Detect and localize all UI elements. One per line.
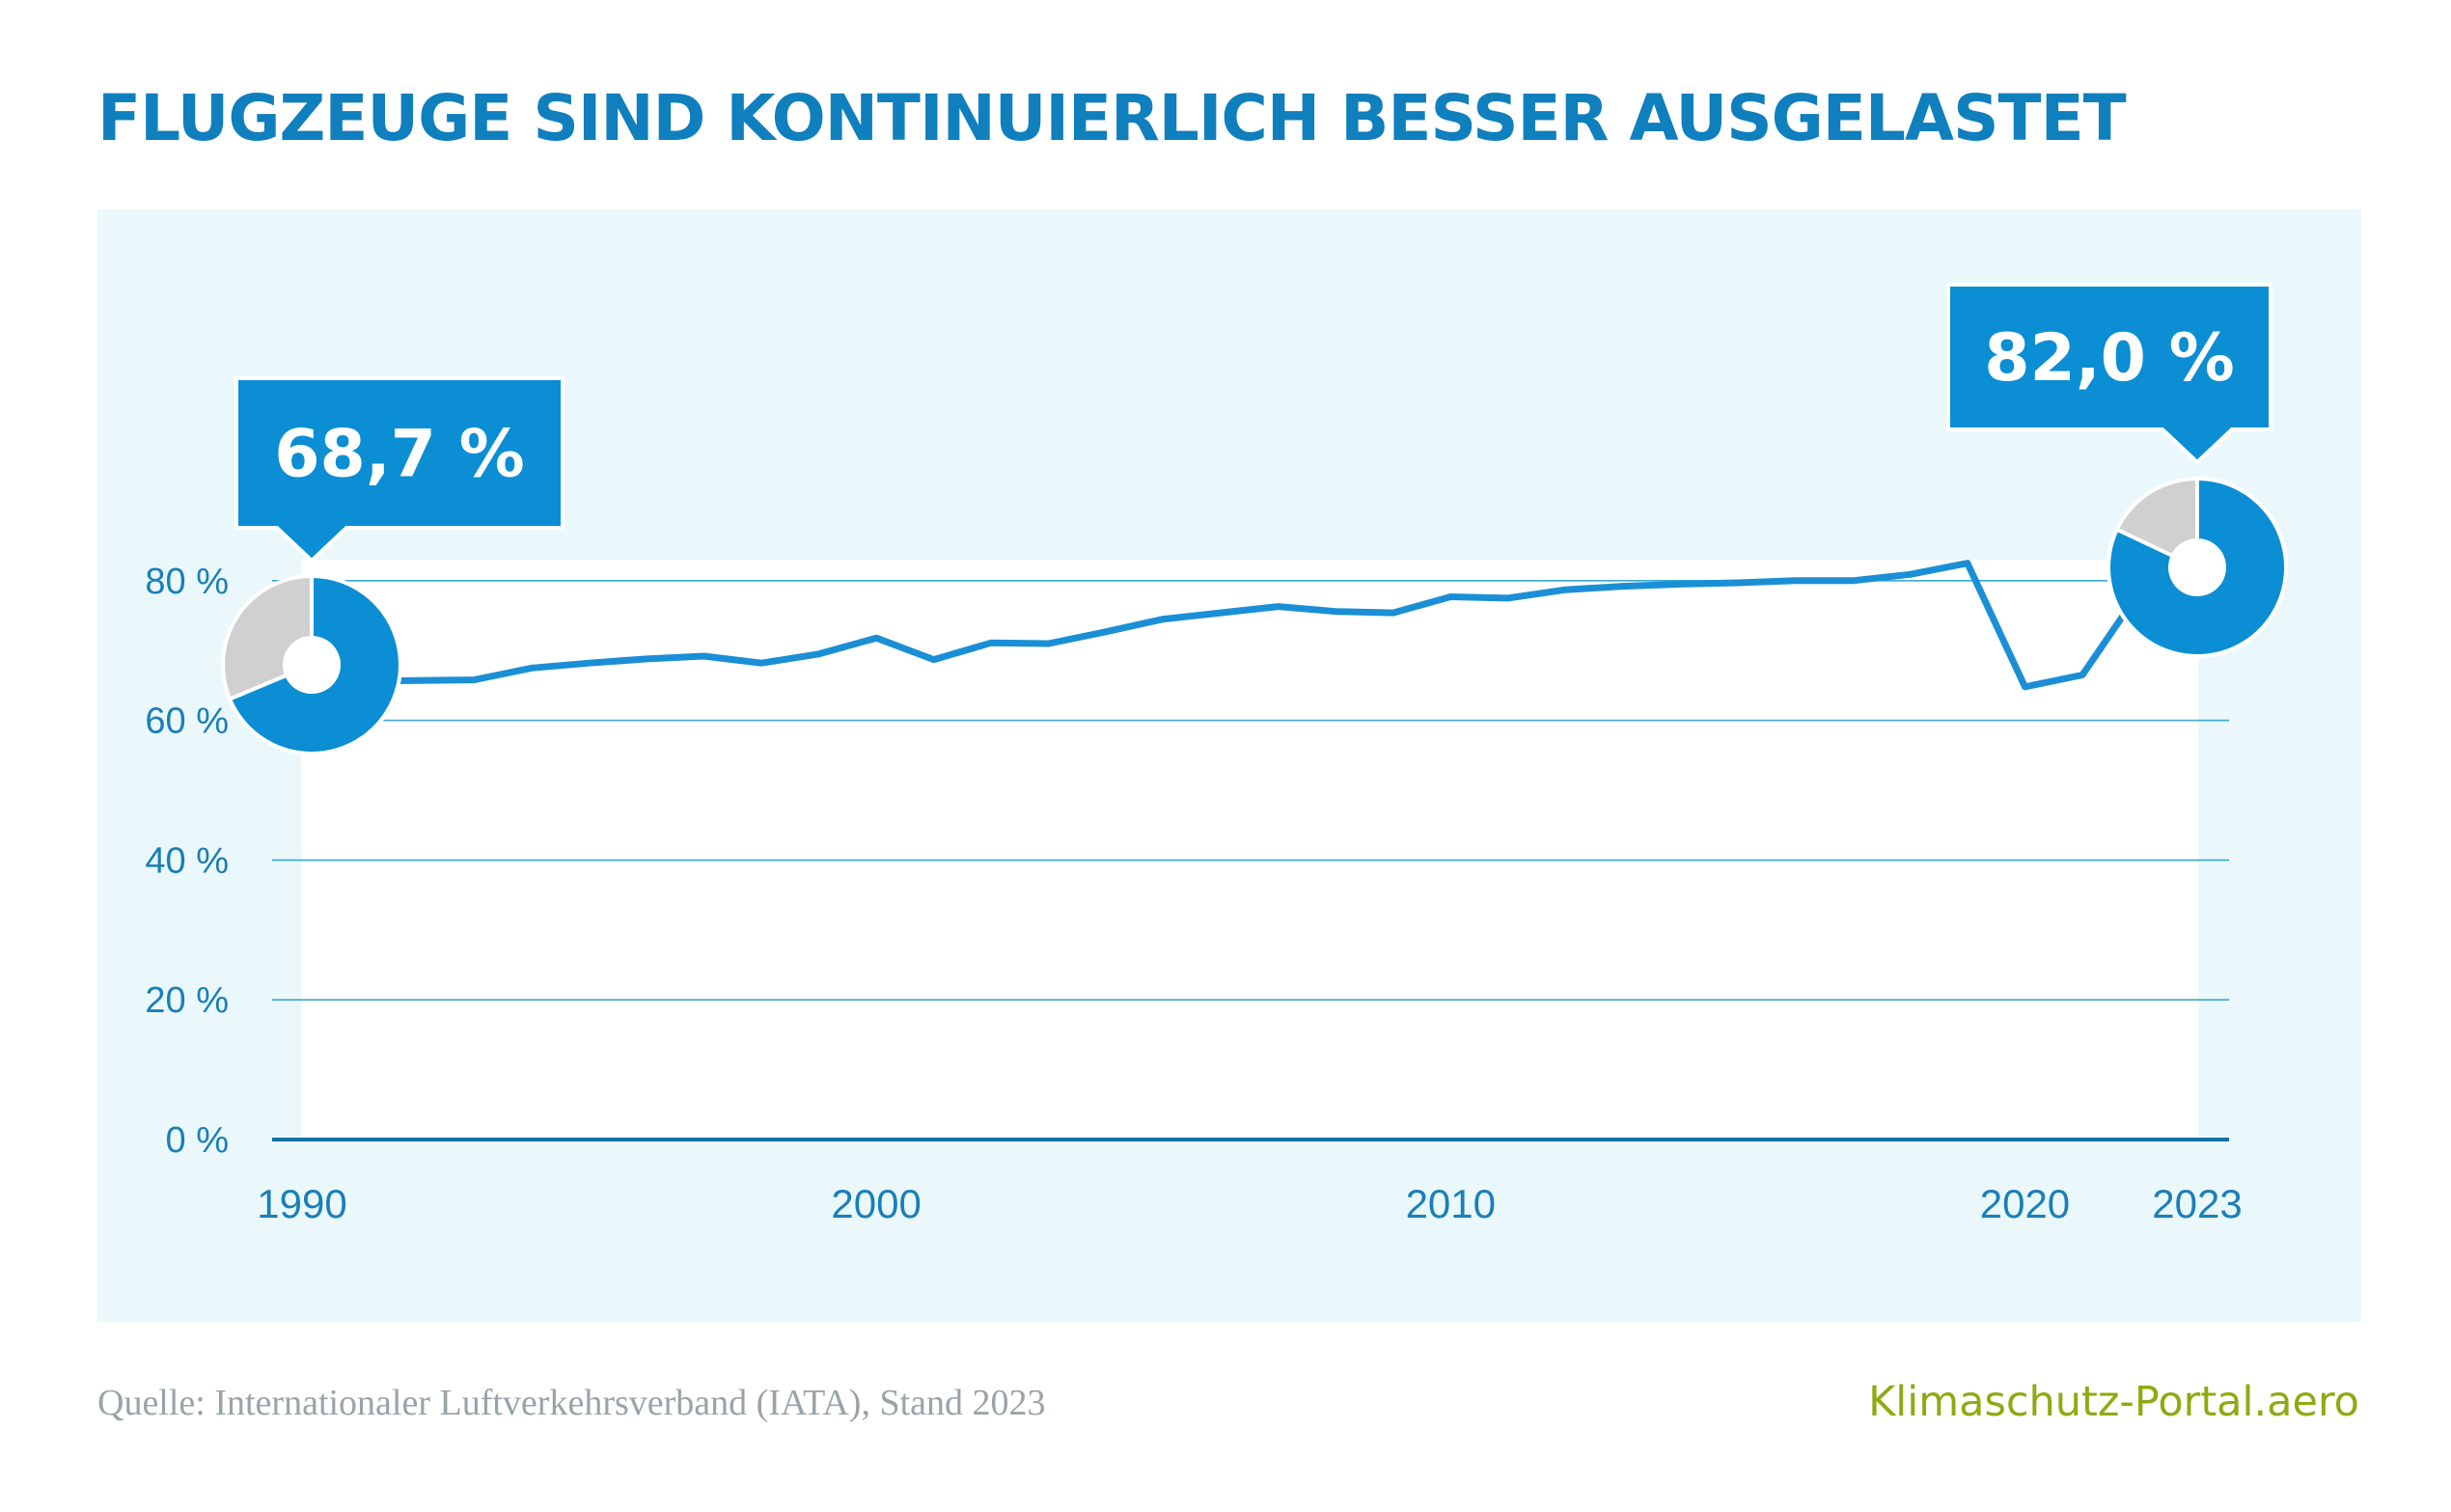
x-tick-label: 2020: [1980, 1181, 2070, 1226]
source-note: Quelle: Internationaler Luftverkehrsverb…: [97, 1383, 1046, 1423]
plot-area: [301, 560, 2198, 1139]
chart-title: FLUGZEUGE SIND KONTINUIERLICH BESSER AUS…: [97, 81, 2127, 155]
data-point-1996: [644, 655, 650, 662]
callout-label: 82,0 %: [1984, 320, 2235, 397]
data-point-2006: [1218, 610, 1225, 617]
pie-center: [283, 636, 341, 694]
data-point-2005: [1160, 616, 1167, 622]
data-point-1994: [529, 665, 536, 672]
callout-box: [1946, 283, 2272, 465]
data-point-1999: [815, 650, 822, 657]
data-point-2016: [1792, 577, 1799, 584]
data-point-2008: [1333, 608, 1339, 615]
data-point-2015: [1734, 579, 1741, 586]
data-point-2013: [1619, 583, 1626, 590]
callout-end: 82,0 %: [1946, 283, 2272, 465]
data-point-2018: [1907, 571, 1914, 578]
annotations: 68,7 % 82,0 %: [221, 283, 2289, 756]
data-point-2001: [930, 656, 937, 663]
data-point-2002: [988, 640, 995, 646]
data-point-2003: [1045, 640, 1052, 646]
data-point-2000: [873, 635, 880, 642]
data-point-1997: [701, 652, 707, 659]
x-axis-tick-labels: 1990 2000 2010 2020 2023: [257, 1181, 2242, 1226]
y-axis-tick-labels: 0 % 20 % 40 % 60 % 80 %: [145, 562, 229, 1161]
pie-chart-end: [2107, 476, 2289, 658]
pie-chart-start: [221, 573, 402, 756]
callout-label: 68,7 %: [274, 417, 525, 493]
data-point-2012: [1562, 587, 1569, 593]
callout-start: 68,7 %: [234, 376, 565, 564]
brand-link[interactable]: Klimaschutz-Portal.aero: [1868, 1378, 2359, 1426]
y-tick-label: 80 %: [145, 562, 229, 602]
y-tick-label: 0 %: [166, 1120, 229, 1161]
x-tick-label: 2000: [831, 1181, 921, 1226]
x-tick-label: 2023: [2152, 1181, 2242, 1226]
grid-lines: [272, 579, 2229, 1001]
data-point-1998: [758, 660, 765, 667]
data-point-2020: [2022, 683, 2028, 690]
data-point-2019: [1964, 560, 1970, 566]
data-point-2021: [2079, 672, 2085, 678]
data-point-2007: [1275, 603, 1281, 610]
x-tick-label: 1990: [257, 1181, 346, 1226]
data-point-1993: [471, 676, 478, 683]
y-tick-label: 40 %: [145, 840, 229, 881]
pie-center: [2168, 538, 2226, 596]
data-point-1995: [586, 660, 592, 667]
y-tick-label: 60 %: [145, 701, 229, 742]
y-tick-label: 20 %: [145, 980, 229, 1021]
data-point-2011: [1504, 594, 1511, 601]
data-point-2009: [1390, 610, 1396, 617]
data-point-2017: [1849, 577, 1856, 584]
series-line: [298, 560, 2201, 691]
data-point-2004: [1103, 628, 1110, 635]
data-point-2010: [1447, 593, 1454, 600]
callout-box: [234, 376, 565, 564]
data-point-2014: [1677, 581, 1684, 588]
x-tick-label: 2010: [1406, 1181, 1496, 1226]
data-point-1992: [414, 677, 421, 684]
